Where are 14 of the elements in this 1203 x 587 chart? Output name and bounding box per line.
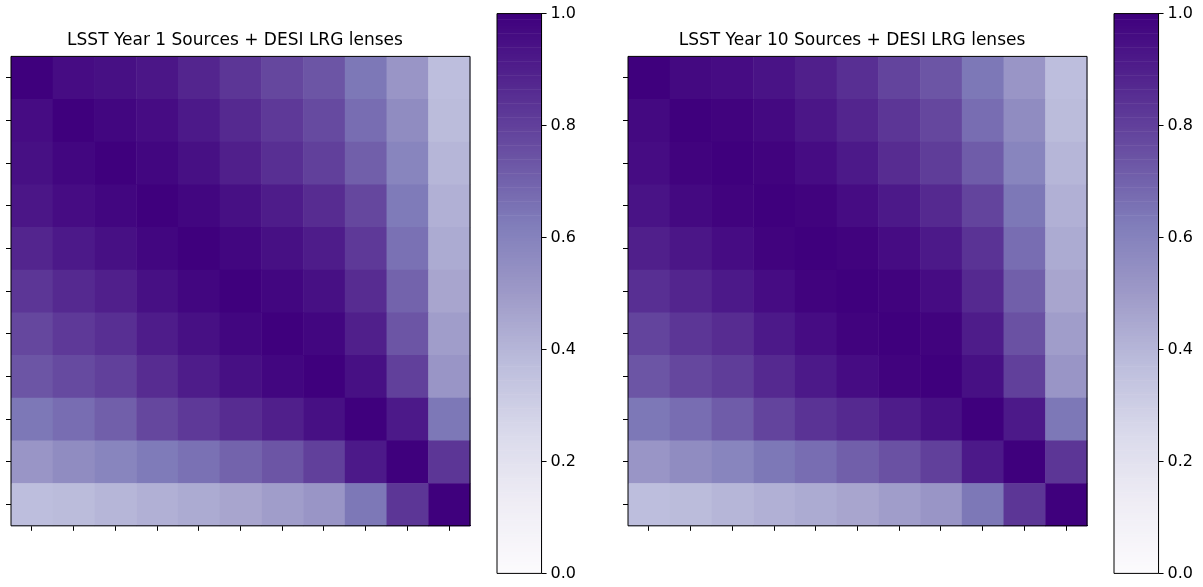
color-bar-label: 0.6 — [550, 226, 577, 246]
color-bar-label: 0.6 — [1167, 226, 1194, 246]
color-bar-label: 0.0 — [1167, 562, 1194, 582]
color-bar-label: 1.0 — [550, 2, 577, 22]
color-bar-label: 0.8 — [550, 114, 577, 134]
color-bar-label: 0.4 — [1167, 338, 1194, 358]
chart-title: LSST Year 10 Sources + DESI LRG lenses — [678, 28, 1026, 49]
color-bar-label: 0.8 — [1167, 114, 1194, 134]
color-bar-label: 0.2 — [550, 450, 577, 470]
color-bar-label: 1.0 — [1167, 2, 1194, 22]
chart-title: LSST Year 1 Sources + DESI LRG lenses — [67, 28, 404, 49]
color-bar-label: 0.4 — [550, 338, 577, 358]
color-bar-label: 0.0 — [550, 562, 577, 582]
color-bar-label: 0.2 — [1167, 450, 1194, 470]
